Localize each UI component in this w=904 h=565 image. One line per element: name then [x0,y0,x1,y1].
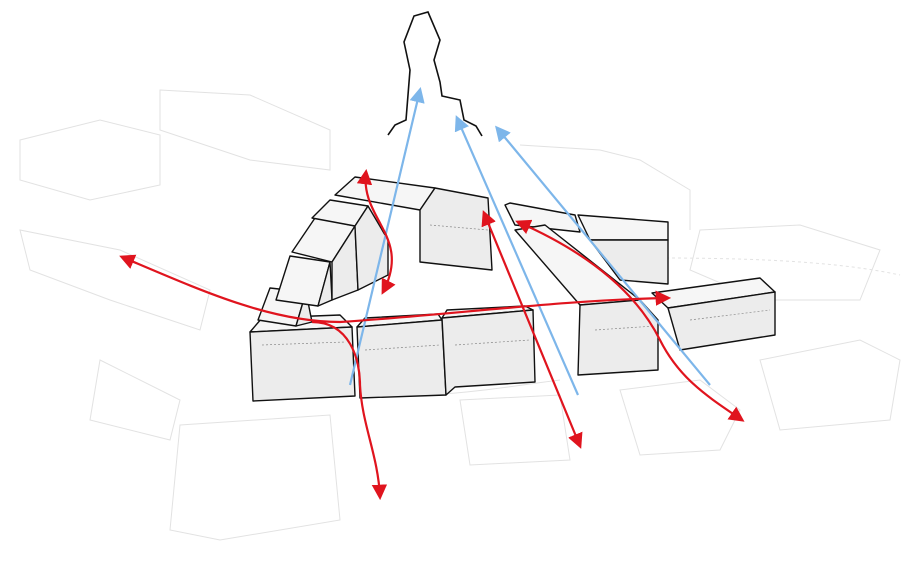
context-building [19,229,211,331]
movement-path [311,320,388,501]
building-block [419,187,493,271]
building-block [364,344,441,351]
context-building [159,89,331,171]
building-block [261,341,346,346]
building-block [356,319,447,399]
movement-path [515,219,745,422]
building-block [295,291,313,327]
tower-outline [387,11,483,137]
context-building [759,339,901,431]
context-building [519,144,691,230]
building-block [249,326,356,402]
context-building [19,119,161,201]
movement-path [356,168,396,295]
context-building [459,394,571,466]
building-block [429,224,489,231]
context-building [619,379,741,456]
building-block [441,309,536,396]
movement-paths [119,168,745,501]
building-block [577,214,669,241]
building-block [577,299,659,376]
context-building [89,359,181,441]
context-building [169,414,341,541]
